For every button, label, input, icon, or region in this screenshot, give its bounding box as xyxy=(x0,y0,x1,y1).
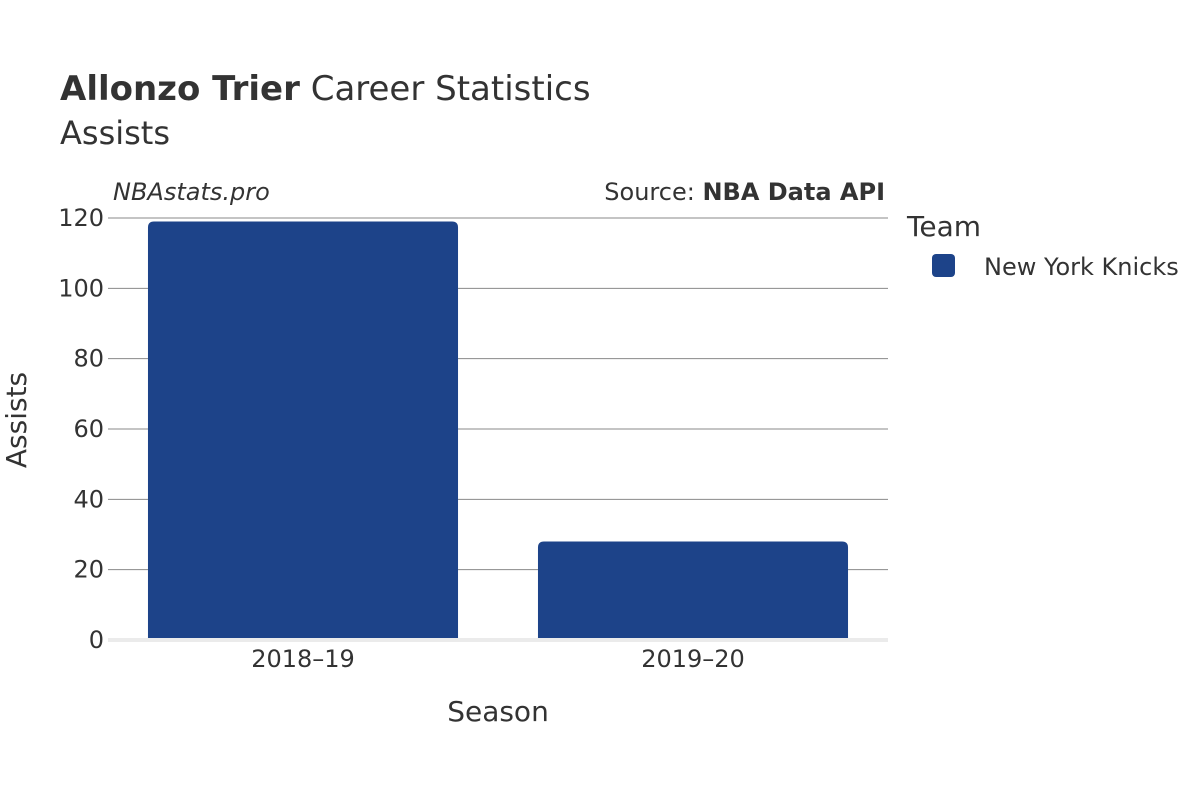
source-name: NBA Data API xyxy=(702,178,885,206)
y-axis-ticks: 0 20 40 60 80 100 120 xyxy=(58,204,104,654)
y-tick-label: 120 xyxy=(58,204,104,232)
chart-subtitle: Assists xyxy=(60,114,170,152)
y-tick-label: 40 xyxy=(73,485,104,513)
chart-title: Allonzo Trier Career Statistics xyxy=(60,69,591,109)
y-tick-label: 20 xyxy=(73,556,104,584)
source-prefix: Source: xyxy=(604,178,702,206)
x-tick-label: 2018–19 xyxy=(251,645,355,673)
y-tick-label: 60 xyxy=(73,415,104,443)
player-name: Allonzo Trier xyxy=(60,69,300,109)
legend-items: New York Knicks xyxy=(932,253,1179,281)
legend-title: Team xyxy=(906,210,981,243)
title-rest: Career Statistics xyxy=(300,69,591,109)
y-axis-title: Assists xyxy=(0,372,33,468)
watermark: NBAstats.pro xyxy=(113,178,270,206)
y-tick-label: 0 xyxy=(89,626,104,654)
legend-label: New York Knicks xyxy=(984,253,1179,281)
x-axis-title: Season xyxy=(447,695,549,728)
bar xyxy=(147,221,459,640)
bars xyxy=(147,221,849,640)
legend-swatch xyxy=(932,254,955,277)
y-tick-label: 80 xyxy=(73,345,104,373)
legend: Team New York Knicks xyxy=(906,210,1179,281)
x-axis-ticks: 2018–19 2019–20 xyxy=(251,645,745,673)
bar xyxy=(537,541,849,640)
source-credit: Source: NBA Data API xyxy=(604,178,885,206)
x-tick-label: 2019–20 xyxy=(641,645,745,673)
y-tick-label: 100 xyxy=(58,274,104,302)
